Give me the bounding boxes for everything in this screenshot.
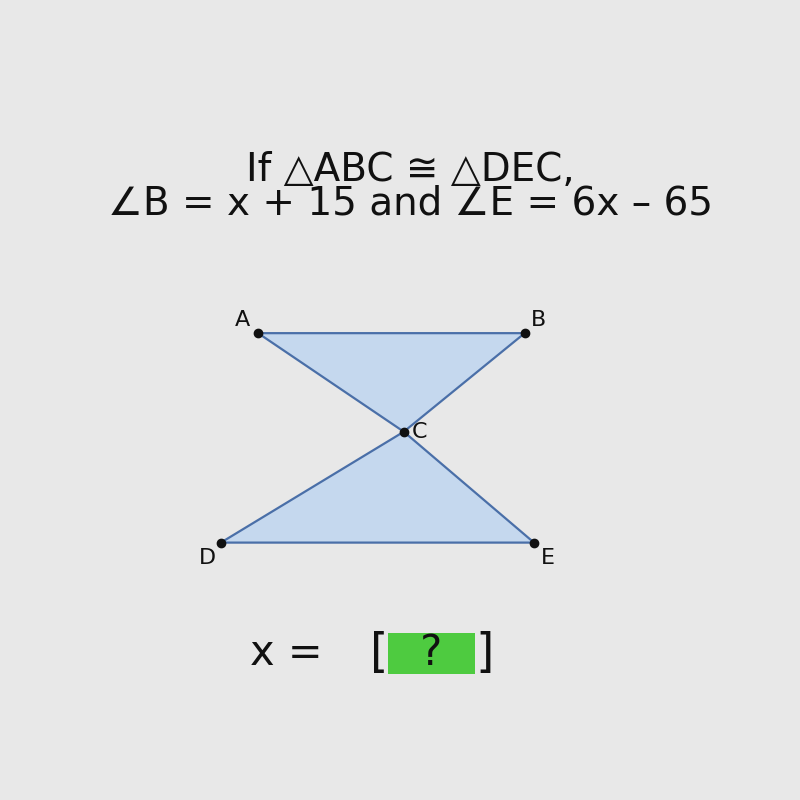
Text: B: B [530,310,546,330]
Polygon shape [258,333,525,432]
Text: ?: ? [407,633,456,674]
Text: ]: ] [475,631,494,676]
Text: D: D [198,548,216,568]
FancyBboxPatch shape [388,633,475,674]
Polygon shape [221,432,534,542]
Text: A: A [235,310,250,330]
Text: [: [ [370,631,388,676]
Text: C: C [411,422,427,442]
Text: x =: x = [250,633,336,674]
Text: If △ABC ≅ △DEC,: If △ABC ≅ △DEC, [246,151,574,189]
Text: E: E [541,548,554,568]
Text: ∠B = x + 15 and ∠E = 6x – 65: ∠B = x + 15 and ∠E = 6x – 65 [107,185,713,223]
